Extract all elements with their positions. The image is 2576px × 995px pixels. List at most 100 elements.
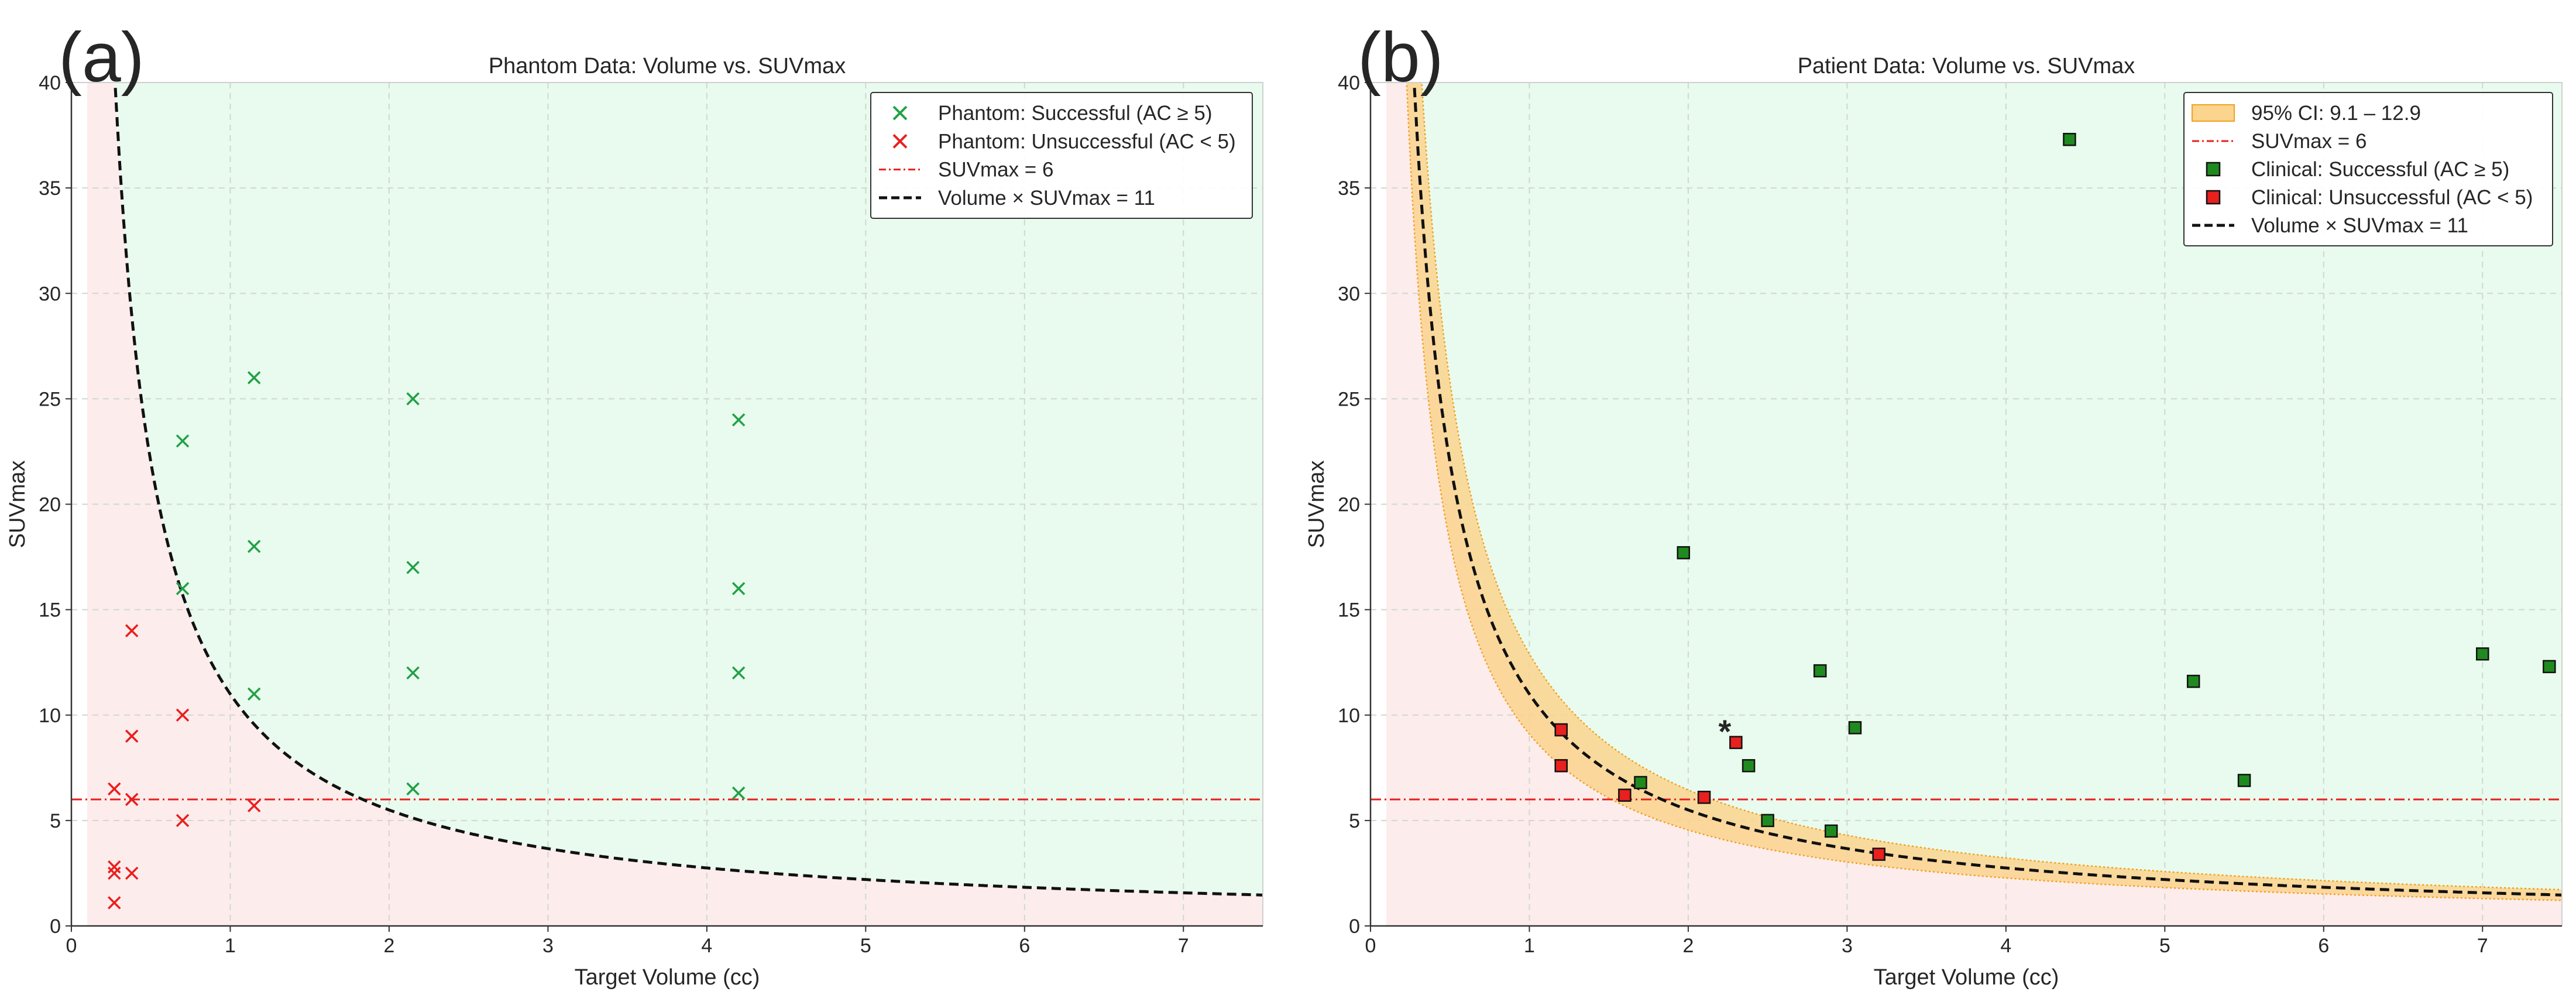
failure-point [247, 799, 261, 812]
volume-suv-curve [114, 83, 1263, 897]
x-tick-label: 6 [1019, 935, 1030, 957]
chart-title: Phantom Data: Volume vs. SUVmax [489, 54, 846, 78]
legend-label: SUVmax = 6 [2251, 130, 2367, 153]
point-stroke [176, 434, 190, 448]
legend-label: 95% CI: 9.1 – 12.9 [2251, 102, 2421, 125]
x-tick-label: 3 [1842, 935, 1853, 957]
success-point [1825, 824, 1838, 838]
ci-lower-bound [1406, 83, 2562, 901]
point-stroke [406, 392, 420, 406]
failure-point [1697, 790, 1711, 804]
success-point [1634, 776, 1647, 790]
point-stroke [176, 708, 190, 722]
legend: Phantom: Successful (AC ≥ 5) Phantom: Uns… [870, 92, 1253, 219]
point-stroke [125, 866, 139, 880]
point-stroke [731, 413, 746, 427]
success-point [406, 782, 420, 796]
y-tick-label: 35 [1338, 177, 1360, 200]
failure-point [108, 782, 121, 796]
failure-point [1618, 788, 1632, 802]
legend-label: Phantom: Unsuccessful (AC < 5) [938, 130, 1236, 153]
success-point [2543, 660, 2556, 674]
point-stroke [125, 729, 139, 743]
x-tick-label: 4 [2000, 935, 2011, 957]
point-stroke [108, 866, 121, 880]
x-tick-label: 0 [66, 935, 77, 957]
x-axis-label: Target Volume (cc) [1874, 965, 2059, 990]
point-stroke [406, 782, 420, 796]
success-point [247, 687, 261, 701]
volume-suv-curve [1413, 83, 2562, 897]
failure-region [1386, 83, 2562, 926]
legend-label: Clinical: Successful (AC ≥ 5) [2251, 158, 2509, 181]
legend-label: Volume × SUVmax = 11 [2251, 214, 2468, 237]
failure-point [108, 860, 121, 874]
x-tick-label: 2 [383, 935, 394, 957]
point-stroke [731, 582, 746, 595]
legend-label: Phantom: Successful (AC ≥ 5) [938, 102, 1213, 125]
point-stroke [176, 814, 190, 828]
panel-b-chart: * 0 1 2 3 4 5 6 7 0 5 10 15 20 25 30 35 40 Target Volume (… [1304, 18, 2563, 990]
y-tick-label: 15 [39, 599, 61, 622]
y-tick-label: 5 [1349, 810, 1360, 832]
failure-point [176, 708, 190, 722]
x-tick-label: 1 [225, 935, 236, 957]
success-point [247, 540, 261, 553]
y-tick-label: 10 [39, 705, 61, 727]
chart-title: Patient Data: Volume vs. SUVmax [1798, 54, 2135, 78]
panel-a-chart: 0 1 2 3 4 5 6 7 0 5 10 15 20 25 30 35 40 Target Volume (c… [5, 18, 1263, 990]
x-axis-label: Target Volume (cc) [575, 965, 760, 990]
success-point [1848, 721, 1862, 735]
panel-label: (b) [1358, 18, 1444, 97]
y-tick-label: 10 [1338, 705, 1360, 727]
success-point [247, 371, 261, 385]
failure-point [1872, 848, 1885, 861]
success-point [1813, 664, 1827, 678]
y-axis-label: SUVmax [5, 461, 30, 548]
failure-point [108, 866, 121, 880]
success-point [176, 582, 190, 595]
point-stroke [108, 860, 121, 874]
y-tick-label: 35 [39, 177, 61, 200]
legend-marker-square [2206, 190, 2221, 205]
x-tick-label: 3 [542, 935, 554, 957]
legend-label: Volume × SUVmax = 11 [938, 187, 1155, 210]
x-tick-label: 2 [1682, 935, 1694, 957]
x-tick-label: 0 [1365, 935, 1376, 957]
legend-label: Clinical: Unsuccessful (AC < 5) [2251, 186, 2533, 209]
legend: 95% CI: 9.1 – 12.9 SUVmax = 6 Clinical: Su… [2183, 92, 2553, 246]
failure-point [125, 792, 139, 807]
success-point [1761, 814, 1774, 828]
success-point [731, 582, 746, 595]
y-tick-label: 15 [1338, 599, 1360, 622]
legend-marker-x [892, 133, 908, 149]
failure-point [176, 814, 190, 828]
x-tick-label: 5 [2159, 935, 2170, 957]
point-stroke [108, 896, 121, 910]
x-tick-label: 5 [860, 935, 871, 957]
point-stroke [406, 666, 420, 680]
point-stroke [125, 624, 139, 637]
point-stroke [731, 666, 746, 680]
x-tick-label: 6 [2318, 935, 2329, 957]
legend-label: SUVmax = 6 [938, 159, 1053, 181]
y-tick-label: 0 [50, 915, 61, 938]
legend-box [870, 92, 1253, 219]
asterisk-annotation: * [1718, 713, 1731, 750]
point-stroke [731, 786, 746, 800]
point-stroke [247, 799, 261, 812]
y-tick-label: 20 [1338, 494, 1360, 516]
failure-point [1729, 736, 1743, 749]
y-axis-label: SUVmax [1304, 461, 1329, 548]
x-tick-label: 1 [1524, 935, 1535, 957]
failure-point [1554, 759, 1568, 773]
failure-point [125, 624, 139, 637]
success-point [1677, 546, 1691, 560]
success-point [2476, 647, 2489, 661]
point-stroke [125, 792, 139, 807]
y-tick-label: 25 [1338, 388, 1360, 410]
failure-point [125, 866, 139, 880]
failure-point [125, 729, 139, 743]
success-point [406, 666, 420, 680]
